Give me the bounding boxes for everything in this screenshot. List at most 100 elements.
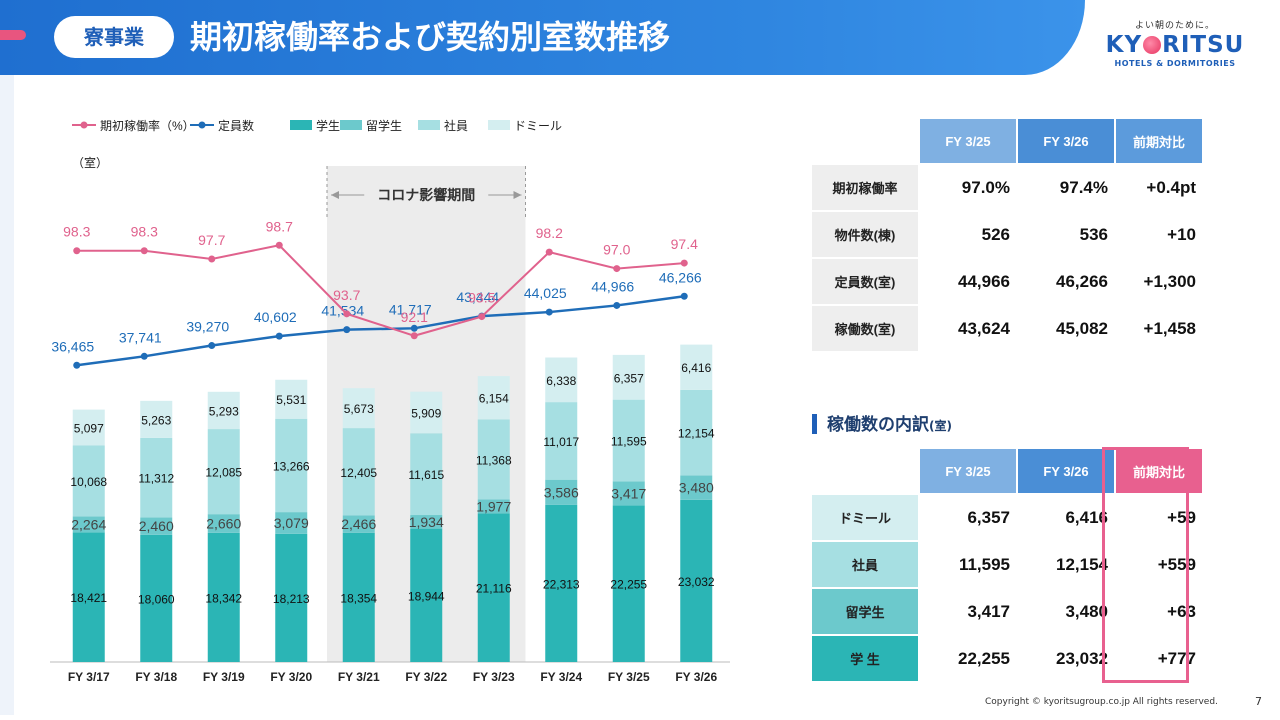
- bar-employee: [680, 389, 713, 476]
- occupancy-rate-data-label: 93.5: [468, 290, 495, 306]
- bar-data-label: 22,255: [610, 578, 647, 592]
- bar-data-label: 18,944: [408, 589, 445, 603]
- x-tick-label: FY 3/20: [270, 670, 312, 684]
- capacity-data-label: 41,717: [389, 301, 432, 317]
- bar-data-label: 18,421: [70, 591, 107, 605]
- legend-label: 社員: [444, 118, 468, 133]
- bar-dormy: [545, 357, 578, 403]
- bar-data-label: 10,068: [70, 475, 107, 489]
- summary-row-label: 期初稼働率: [812, 165, 918, 210]
- bar-intl-student: [545, 479, 578, 505]
- legend-label: 定員数: [218, 118, 254, 133]
- page-number: 7: [1255, 695, 1262, 708]
- capacity-point: [208, 342, 216, 350]
- section-label: 寮事業: [54, 16, 174, 58]
- occupancy-rate-point: [545, 248, 553, 256]
- occupancy-rate-point: [343, 310, 351, 318]
- bar-student: [140, 534, 173, 662]
- summary-cell-yoy: +1,458: [1116, 306, 1202, 351]
- occupancy-chart: コロナ影響期間 18,421 2,264 10,068 5,097 FY 3/17 18,0…: [50, 118, 730, 684]
- capacity-data-label: 39,270: [186, 319, 229, 335]
- summary-table: FY 3/25 FY 3/26 前期対比 期初稼働率 97.0% 97.4% +…: [810, 117, 1204, 353]
- bar-employee: [612, 399, 645, 482]
- summary-cell-yoy: +0.4pt: [1116, 165, 1202, 210]
- bar-data-label: 21,116: [476, 582, 512, 596]
- bar-data-label: 6,338: [546, 374, 576, 388]
- bar-intl-student: [410, 515, 443, 529]
- bar-data-label: 3,079: [274, 515, 309, 531]
- bar-intl-student: [477, 499, 510, 514]
- occupancy-rate-data-label: 93.7: [333, 287, 360, 303]
- legend-label: 期初稼働率（%）: [100, 118, 195, 133]
- bar-intl-student: [342, 515, 375, 533]
- legend-swatch-icon: [340, 120, 362, 130]
- breakdown-header-fy26: FY 3/26: [1018, 449, 1114, 493]
- occupancy-rate-line: [76, 244, 685, 337]
- breakdown-cell-fy25: 3,417: [920, 589, 1016, 634]
- occupancy-rate-point: [73, 247, 81, 255]
- bar-dormy: [342, 388, 375, 429]
- bar-employee: [545, 402, 578, 480]
- bar-data-label: 6,416: [681, 361, 711, 375]
- covid-period-arrow-left-icon: [331, 191, 339, 199]
- summary-row-properties: 物件数(棟) 526 536 +10: [812, 212, 1202, 257]
- capacity-data-label: 44,025: [524, 285, 567, 301]
- bar-dormy: [207, 391, 240, 430]
- capacity-point: [275, 332, 283, 340]
- breakdown-row-label: 学 生: [812, 636, 918, 681]
- bar-employee: [275, 418, 308, 513]
- x-tick-label: FY 3/17: [68, 670, 110, 684]
- bar-dormy: [680, 344, 713, 390]
- occupancy-rate-data-label: 97.0: [603, 242, 630, 258]
- breakdown-cell-fy25: 6,357: [920, 495, 1016, 540]
- occupancy-rate-point: [140, 247, 148, 255]
- bar-data-label: 6,357: [614, 371, 644, 385]
- legend-label: ドミール: [514, 119, 562, 133]
- occupancy-rate-data-label: 92.1: [401, 309, 428, 325]
- logo-wordmark: KY RITSU: [1100, 31, 1250, 59]
- summary-cell-fy26: 46,266: [1018, 259, 1114, 304]
- occupancy-rate-data-label: 97.7: [198, 232, 225, 248]
- x-tick-label: FY 3/23: [473, 670, 515, 684]
- bar-employee: [477, 419, 510, 500]
- occupancy-rate-point: [410, 332, 418, 340]
- bar-data-label: 5,531: [276, 393, 306, 407]
- legend-swatch-icon: [290, 120, 312, 130]
- breakdown-title-text: 稼働数の内訳: [827, 415, 929, 435]
- bar-data-label: 5,263: [141, 413, 171, 427]
- bar-intl-student: [207, 514, 240, 533]
- occupancy-rate-point: [680, 259, 688, 267]
- occupancy-rate-data-label: 98.2: [536, 225, 563, 241]
- bar-data-label: 22,313: [543, 577, 580, 591]
- yoy-highlight-frame: [1102, 447, 1189, 683]
- bar-data-label: 5,673: [344, 402, 374, 416]
- occupancy-rate-point: [208, 255, 216, 263]
- capacity-data-label: 40,602: [254, 309, 297, 325]
- bar-student: [612, 505, 645, 662]
- occupancy-rate-point: [275, 241, 283, 249]
- summary-row-label: 物件数(棟): [812, 212, 918, 257]
- breakdown-row-label: 留学生: [812, 589, 918, 634]
- bar-dormy: [477, 376, 510, 420]
- occupancy-rate-data-label: 98.7: [266, 218, 293, 234]
- bar-data-label: 5,293: [209, 404, 239, 418]
- logo-tagline: よい朝のために。: [1134, 21, 1215, 31]
- bar-data-label: 11,017: [543, 435, 579, 449]
- bar-employee: [72, 445, 105, 517]
- summary-row-occupied: 稼働数(室) 43,624 45,082 +1,458: [812, 306, 1202, 351]
- bar-student: [342, 532, 375, 662]
- occupancy-rate-point: [478, 313, 486, 321]
- bar-data-label: 18,354: [340, 591, 377, 605]
- bar-data-label: 6,154: [479, 392, 509, 406]
- bar-data-label: 13,266: [273, 459, 310, 473]
- breakdown-cell-fy26: 3,480: [1018, 589, 1114, 634]
- x-tick-label: FY 3/24: [540, 670, 582, 684]
- bar-data-label: 3,586: [544, 484, 579, 500]
- bar-data-label: 3,480: [679, 480, 714, 496]
- occupancy-rate-data-label: 98.3: [131, 224, 158, 240]
- capacity-data-label: 37,741: [119, 329, 162, 345]
- company-logo: よい朝のために。 KY RITSU HOTELS & DORMITORIES: [1100, 18, 1250, 78]
- bar-student: [410, 528, 443, 662]
- breakdown-cell-fy26: 23,032: [1018, 636, 1114, 681]
- capacity-data-label: 43,444: [456, 289, 499, 305]
